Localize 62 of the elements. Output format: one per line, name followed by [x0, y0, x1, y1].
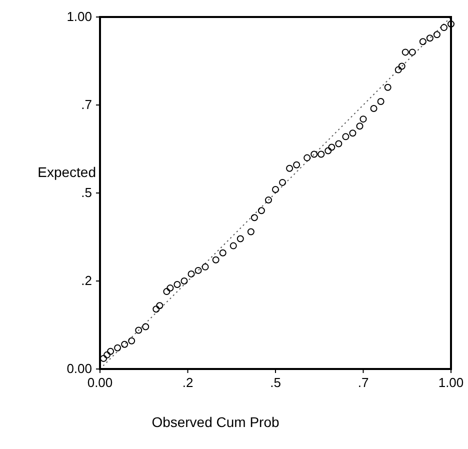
- point: [258, 207, 265, 214]
- point: [236, 235, 244, 242]
- point: [174, 281, 181, 288]
- point: [100, 354, 108, 362]
- point: [279, 178, 286, 186]
- point: [402, 48, 409, 56]
- point: [142, 323, 150, 330]
- point: [356, 122, 364, 130]
- point: [156, 302, 164, 310]
- point: [394, 66, 402, 74]
- point: [230, 242, 237, 250]
- point: [194, 266, 202, 274]
- point: [212, 256, 220, 264]
- x-tick-label: .2: [182, 375, 194, 390]
- point: [107, 348, 114, 355]
- point: [121, 340, 128, 348]
- point: [250, 214, 258, 222]
- point: [163, 288, 170, 296]
- point: [349, 130, 356, 137]
- point: [264, 196, 272, 204]
- point: [419, 38, 426, 46]
- point: [384, 84, 392, 91]
- point: [328, 144, 336, 151]
- point: [272, 186, 279, 193]
- y-tick-label: 1.00: [66, 9, 92, 24]
- point: [180, 278, 188, 284]
- point: [408, 48, 416, 56]
- y-axis-title: Expected: [38, 164, 96, 180]
- point: [188, 270, 195, 278]
- point: [377, 98, 384, 105]
- point: [104, 351, 111, 358]
- x-tick-label: .5: [270, 375, 281, 390]
- point: [219, 249, 226, 256]
- point: [342, 133, 350, 140]
- point: [433, 31, 440, 38]
- point: [304, 154, 311, 162]
- x-tick-label: .7: [358, 375, 369, 390]
- point: [152, 306, 160, 313]
- point: [293, 161, 300, 168]
- point: [335, 140, 342, 148]
- point: [426, 34, 434, 42]
- point: [360, 116, 367, 123]
- point: [135, 326, 142, 334]
- point: [448, 20, 454, 28]
- point: [318, 150, 325, 158]
- y-tick-label: .2: [81, 273, 92, 288]
- point: [310, 150, 318, 158]
- point: [114, 344, 122, 352]
- point: [128, 337, 136, 344]
- y-tick-label: .7: [81, 97, 92, 112]
- point: [324, 147, 332, 154]
- point: [202, 263, 209, 270]
- point: [247, 228, 254, 236]
- point: [440, 24, 448, 32]
- y-tick-label: .5: [81, 185, 92, 200]
- point: [398, 62, 406, 70]
- point: [370, 105, 378, 112]
- point: [286, 164, 294, 172]
- x-axis-title: Observed Cum Prob: [152, 414, 280, 430]
- x-tick-label: 1.00: [438, 375, 464, 390]
- point: [166, 284, 174, 292]
- y-tick-label: 0.00: [66, 361, 92, 376]
